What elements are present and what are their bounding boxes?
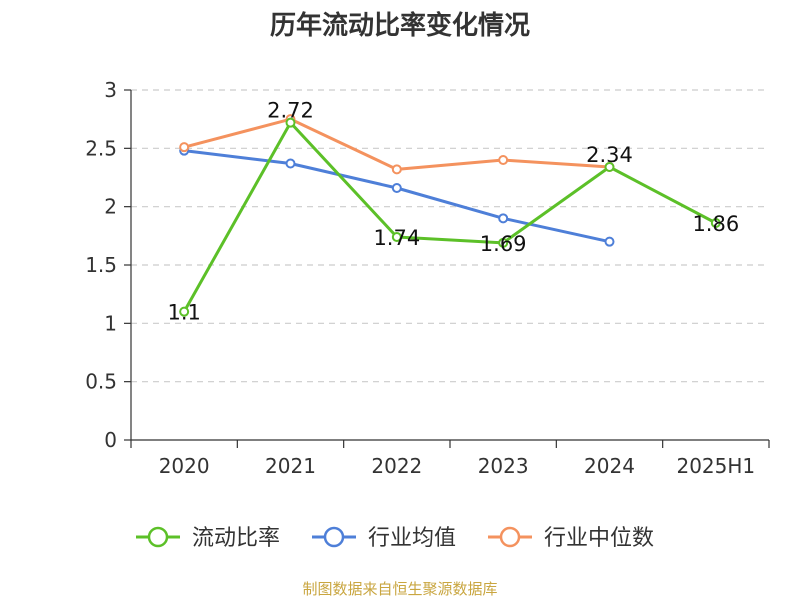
series-points [179,114,721,317]
data-label-0: 1.1 [167,301,200,325]
legend-label-0: 流动比率 [192,526,280,551]
y-tick-label-4: 2 [104,195,117,219]
legend: 流动比率 行业均值 行业中位数 [136,526,654,551]
x-tick-label-4: 2024 [584,454,635,478]
data-label-4: 2.34 [586,143,633,167]
data-point-s0-2 [391,232,402,242]
y-tick-label-1: 0.5 [85,370,117,394]
source-note: 制图数据来自恒生聚源数据库 [302,580,497,598]
x-tick-label-5: 2025H1 [676,454,755,478]
legend-marker-1 [323,526,345,548]
data-labels: 1.1 2.72 1.74 1.69 2.34 1.86 [167,99,739,325]
x-axis-ticks: 2020 2021 2022 2023 2024 2025H1 [130,440,770,478]
grid-lines [131,89,769,383]
data-point-s1-1 [285,158,296,169]
data-point-s0-3 [498,237,509,248]
data-point-s1-3 [498,213,509,224]
legend-label-2: 行业中位数 [544,526,654,551]
data-point-s2-3 [498,155,509,165]
x-tick-label-3: 2023 [478,454,529,478]
legend-marker-0 [147,526,169,548]
data-label-1: 2.72 [267,99,314,123]
x-tick-label-1: 2021 [265,454,316,478]
x-tick-label-2: 2022 [371,454,422,478]
legend-label-1: 行业均值 [368,526,456,551]
data-label-3: 1.69 [480,232,527,256]
data-label-5: 1.86 [692,212,739,236]
data-point-s0-5 [710,218,721,228]
data-point-s2-2 [391,164,402,175]
y-tick-label-6: 3 [104,78,117,102]
data-point-s0-1 [285,117,296,128]
chart-title: 历年流动比率变化情况 [270,10,530,41]
y-tick-label-5: 2.5 [85,136,117,160]
y-tick-label-3: 1.5 [85,253,117,277]
data-point-s2-0 [179,142,190,153]
data-point-s1-2 [391,183,402,193]
series-line-0 [182,121,717,313]
data-point-s0-0 [179,306,190,317]
data-point-s1-4 [604,236,615,247]
data-label-2: 1.74 [373,226,420,250]
x-tick-label-0: 2020 [159,454,210,478]
legend-marker-2 [499,526,521,548]
y-tick-label-2: 1 [104,311,117,335]
series-line-2 [183,117,610,171]
data-point-s0-4 [604,162,615,172]
y-tick-label-0: 0 [104,428,117,452]
y-axis-ticks: 0 0.5 1 1.5 2 2.5 3 [85,78,131,452]
